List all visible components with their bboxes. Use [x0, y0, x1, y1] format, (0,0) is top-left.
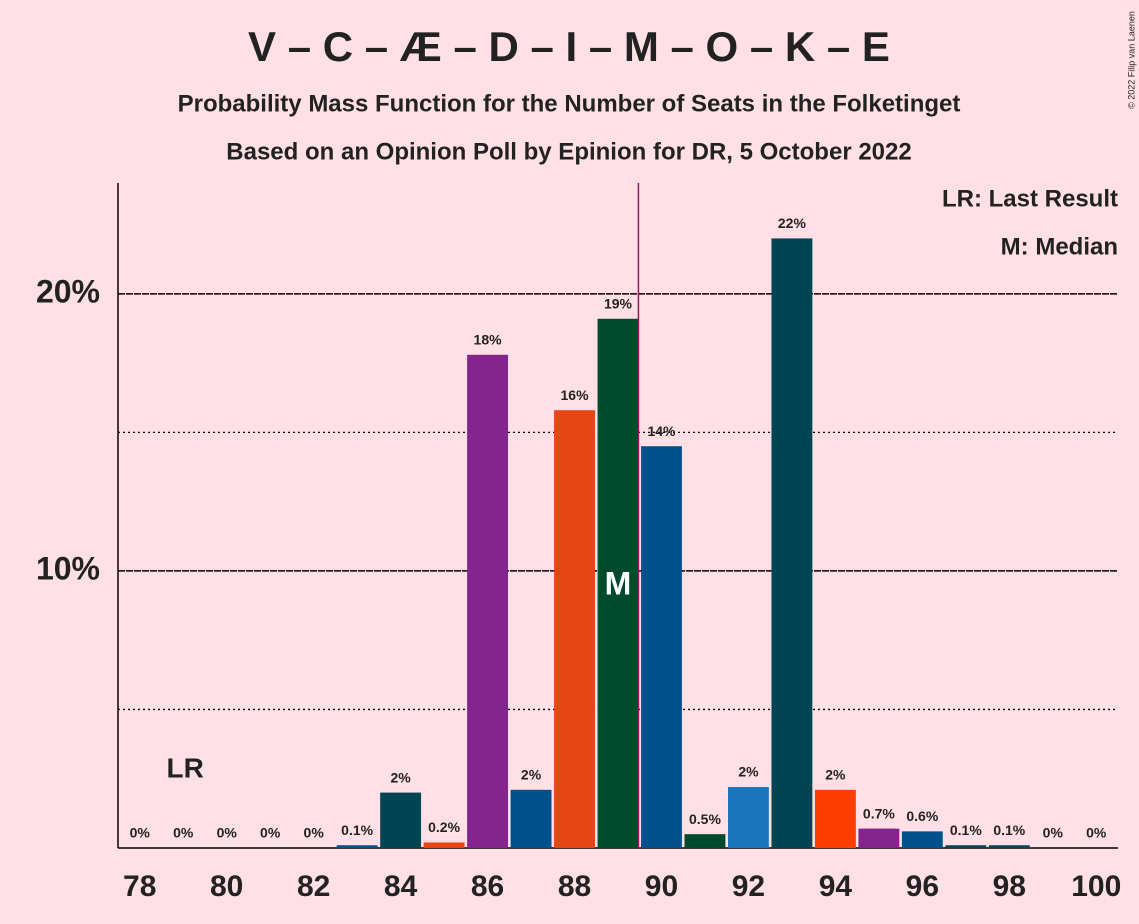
value-label: 22% — [778, 215, 807, 231]
x-tick-label: 90 — [645, 870, 678, 903]
value-label: 0.1% — [993, 822, 1025, 838]
x-tick-label: 78 — [123, 870, 156, 903]
value-label: 0% — [260, 825, 281, 841]
bar — [510, 789, 552, 848]
value-label: 0.2% — [428, 819, 460, 835]
bar — [858, 828, 900, 848]
bar — [467, 354, 508, 848]
median-marker: M — [605, 565, 632, 601]
value-label: 0% — [130, 825, 151, 841]
x-tick-label: 92 — [732, 870, 765, 903]
value-label: 2% — [825, 767, 846, 783]
bar — [684, 834, 726, 848]
value-label: 0.5% — [689, 811, 721, 827]
value-label: 0.1% — [950, 822, 982, 838]
bar — [554, 410, 595, 848]
legend-entry: M: Median — [1001, 233, 1118, 260]
value-label: 2% — [738, 764, 759, 780]
x-tick-label: 80 — [210, 870, 243, 903]
value-label: 0.7% — [863, 805, 895, 821]
x-tick-label: 84 — [384, 870, 418, 903]
y-tick-label: 10% — [36, 550, 100, 586]
x-tick-label: 96 — [906, 870, 939, 903]
chart-subtitle: Probability Mass Function for the Number… — [178, 90, 961, 117]
x-tick-label: 82 — [297, 870, 330, 903]
x-tick-label: 88 — [558, 870, 591, 903]
last-result-marker: LR — [167, 752, 204, 783]
value-label: 14% — [647, 423, 676, 439]
bar — [380, 792, 422, 848]
x-tick-label: 100 — [1071, 870, 1121, 903]
bar — [423, 842, 465, 848]
bar — [641, 446, 682, 848]
bar — [901, 831, 943, 848]
value-label: 19% — [604, 295, 633, 311]
value-label: 0% — [1043, 825, 1064, 841]
bar — [771, 238, 813, 848]
copyright: © 2022 Filip van Laenen — [1126, 11, 1136, 109]
bar — [728, 787, 769, 848]
y-tick-label: 20% — [36, 273, 100, 309]
value-label: 16% — [561, 387, 590, 403]
bar — [814, 789, 856, 848]
value-label: 2% — [390, 769, 411, 785]
chart-subtitle: Based on an Opinion Poll by Epinion for … — [226, 138, 911, 165]
legend-entry: LR: Last Result — [942, 185, 1118, 212]
value-label: 0.1% — [341, 822, 373, 838]
x-tick-label: 98 — [993, 870, 1026, 903]
x-tick-label: 86 — [471, 870, 504, 903]
bar — [945, 845, 987, 848]
value-label: 2% — [521, 767, 542, 783]
bar — [988, 845, 1030, 848]
value-label: 0% — [217, 825, 238, 841]
value-label: 18% — [474, 331, 503, 347]
bar — [597, 318, 639, 848]
bar — [336, 845, 378, 848]
value-label: 0% — [304, 825, 325, 841]
chart-title: V – C – Æ – D – I – M – O – K – E — [248, 23, 890, 70]
x-tick-label: 94 — [819, 870, 853, 903]
value-label: 0% — [1086, 825, 1107, 841]
value-label: 0% — [173, 825, 194, 841]
value-label: 0.6% — [906, 808, 938, 824]
